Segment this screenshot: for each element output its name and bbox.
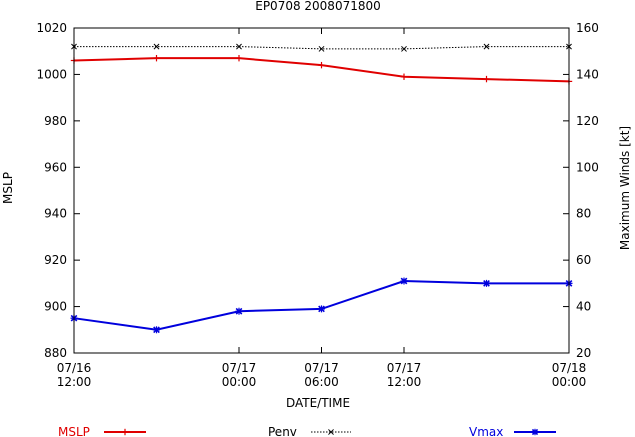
x-tick-label-date: 07/16 [57,361,92,375]
y-left-tick-label: 1000 [36,67,67,81]
data-point [236,43,242,50]
x-tick-label-date: 07/17 [387,361,422,375]
y-left-tick-label: 920 [44,253,67,267]
y-left-tick-label: 980 [44,114,67,128]
y-left-tick-label: 960 [44,160,67,174]
y-right-tick-label: 120 [576,114,599,128]
x-tick-label-date: 07/17 [304,361,339,375]
data-point [235,54,243,62]
series-penv [71,43,572,52]
series-line [73,57,570,83]
data-point [153,43,160,50]
legend-item-vmax: Vmax [469,425,556,437]
legend-label: Penv [268,425,297,437]
series-vmax [70,277,573,334]
data-point [153,326,160,334]
x-tick-label-date: 07/18 [552,361,587,375]
x-tick-label-time: 06:00 [304,375,339,389]
data-point [318,305,325,313]
y-left-tick-label: 940 [44,207,67,221]
data-point [318,61,325,69]
data-point [400,277,408,285]
data-point [318,45,325,52]
data-point [531,428,539,436]
data-point [235,307,243,315]
data-point [401,45,407,52]
data-point [121,428,129,436]
data-point [483,279,490,287]
x-tick-label-time: 00:00 [222,375,257,389]
x-axis-title: DATE/TIME [286,396,350,410]
y-right-tick-label: 80 [576,207,591,221]
y-left-tick-label: 880 [44,346,67,360]
y-right-tick-label: 40 [576,300,591,314]
y-left-tick-label: 1020 [36,21,67,35]
legend-item-mslp: MSLP [58,425,146,437]
x-tick-label-time: 12:00 [57,375,92,389]
legend: MSLP Penv Vmax [58,425,556,437]
y-right-tick-label: 100 [576,160,599,174]
y-right-tick-label: 20 [576,346,591,360]
y-left-tick-label: 900 [44,300,67,314]
x-tick-label-date: 07/17 [222,361,257,375]
series-layer [70,43,573,334]
legend-label: Vmax [469,425,503,437]
y-right-tick-label: 140 [576,67,599,81]
legend-item-penv: Penv [268,425,351,437]
data-point [483,75,490,83]
x-tick-label-time: 00:00 [552,375,587,389]
y-right-tick-label: 60 [576,253,591,267]
data-point [400,73,408,80]
plot-frame [73,27,570,354]
x-tick-label-time: 12:00 [387,375,422,389]
legend-label: MSLP [58,425,90,437]
y-axis-right-title: Maximum Winds [kt] [618,126,632,250]
series-mslp [70,54,573,85]
data-point [483,43,490,50]
y-right-tick-label: 160 [576,21,599,35]
data-point [328,429,334,435]
data-point [153,54,160,62]
chart-title: EP0708 2008071800 [255,0,381,13]
ticks-layer: 880 900 920 940 960 980 1000 1020 20 40 60 80 100 120… [36,21,598,389]
y-axis-left-title: MSLP [1,172,15,204]
